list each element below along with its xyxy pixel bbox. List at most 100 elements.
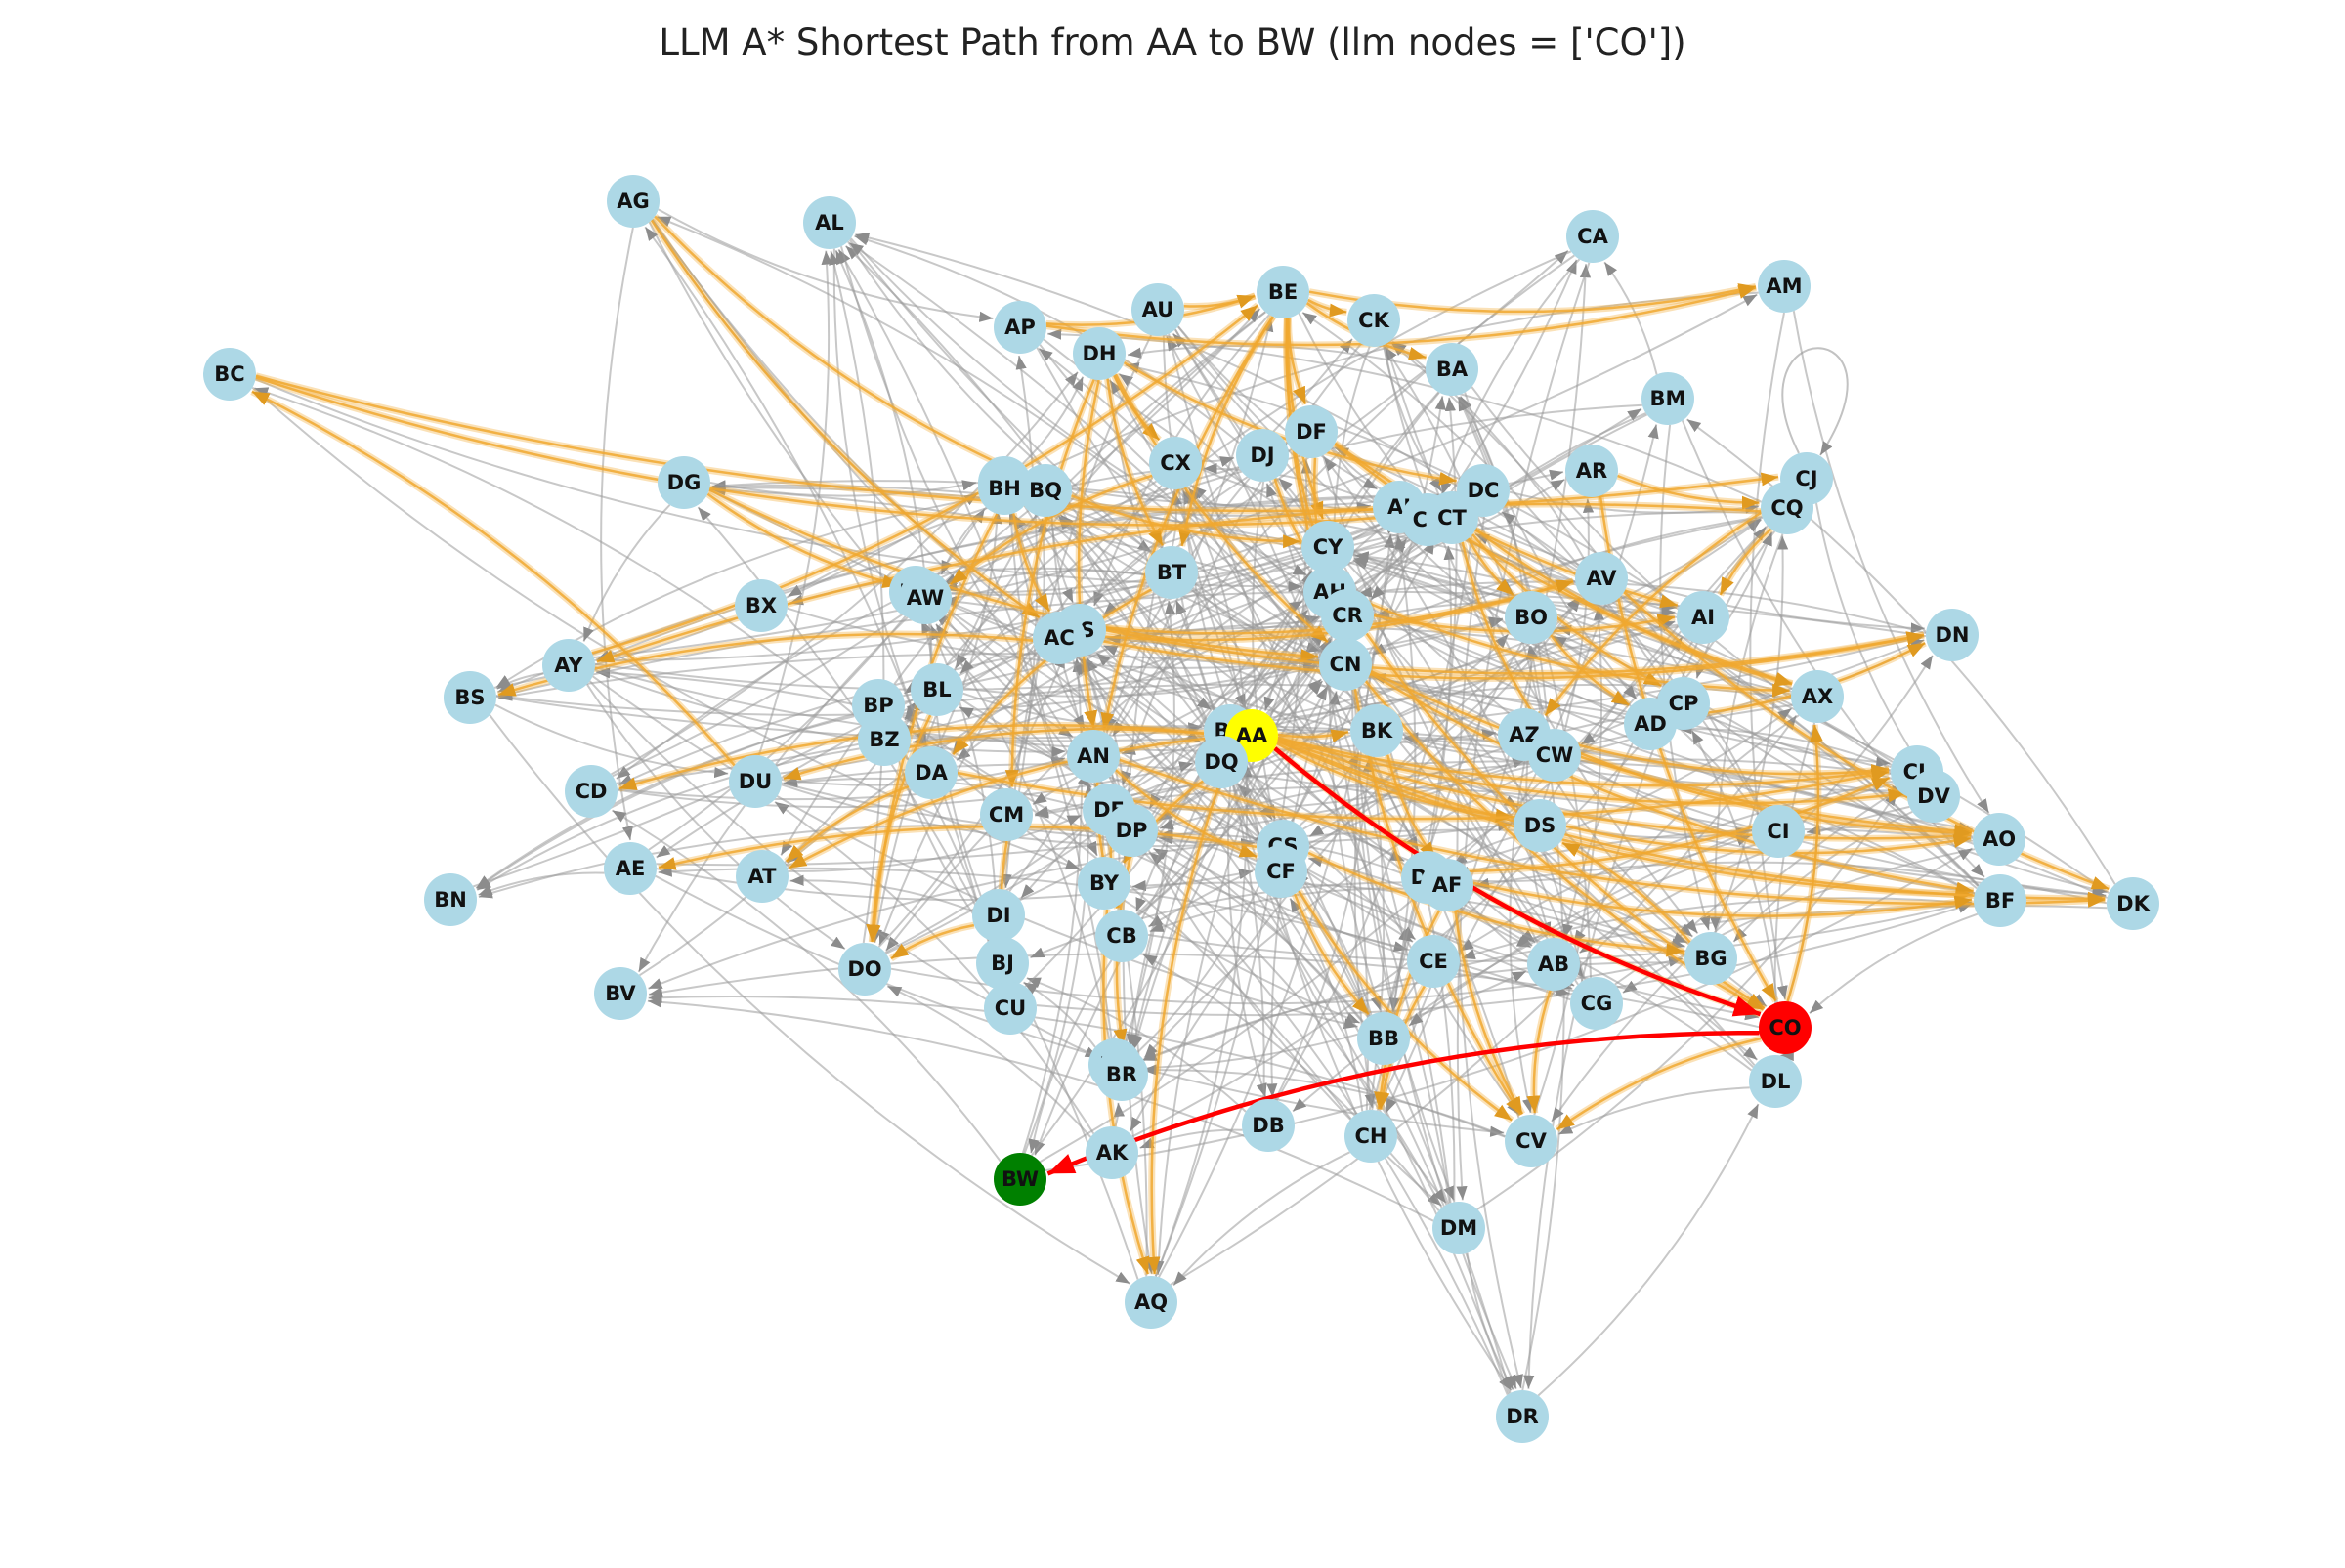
node-label-CU: CU [995,996,1026,1020]
node-AG: AG [607,175,660,228]
node-AK: AK [1086,1126,1138,1179]
node-CB: CB [1095,910,1148,962]
node-label-DB: DB [1252,1114,1284,1137]
llm-node-CO: CO [1759,1001,1812,1054]
node-label-CN: CN [1330,653,1362,676]
node-label-AP: AP [1004,316,1036,339]
node-label-DP: DP [1116,819,1148,842]
node-label-AV: AV [1586,567,1617,590]
node-label-CE: CE [1419,950,1448,973]
node-DF: DF [1285,405,1338,458]
node-label-CV: CV [1515,1129,1547,1153]
node-BO: BO [1505,591,1557,644]
node-label-CQ: CQ [1770,496,1803,520]
node-BC: BC [203,348,256,401]
node-AY: AY [542,639,595,692]
node-CQ: CQ [1761,482,1813,534]
node-AI: AI [1677,591,1729,644]
node-label-DK: DK [2116,892,2150,915]
node-DS: DS [1514,799,1566,852]
chart-title: LLM A* Shortest Path from AA to BW (llm … [0,21,2345,64]
node-label-BP: BP [863,694,893,717]
node-CR: CR [1321,589,1374,642]
node-label-DL: DL [1761,1070,1791,1093]
node-DI: DI [972,889,1025,942]
node-BG: BG [1684,932,1737,985]
node-label-AU: AU [1142,298,1174,321]
node-DJ: DJ [1236,429,1289,482]
node-BQ: BQ [1019,464,1072,517]
node-CD: CD [565,765,618,818]
node-CU: CU [984,982,1037,1035]
node-BA: BA [1426,343,1478,396]
node-DL: DL [1749,1055,1802,1108]
node-label-BW: BW [1002,1167,1039,1191]
node-AX: AX [1791,670,1844,723]
node-label-DF: DF [1296,420,1327,444]
node-label-AR: AR [1576,459,1607,483]
node-AP: AP [994,301,1046,354]
node-label-BC: BC [214,362,244,386]
node-CY: CY [1301,521,1354,573]
edge-CH-AQ [1173,1152,1349,1285]
node-label-BA: BA [1436,358,1469,381]
node-label-BZ: BZ [869,728,899,751]
node-AL: AL [803,196,856,249]
node-label-DQ: DQ [1204,750,1238,774]
node-label-DG: DG [667,471,702,494]
node-label-AG: AG [617,190,650,213]
node-BV: BV [594,967,647,1020]
node-AD: AD [1624,698,1677,750]
node-CK: CK [1347,294,1400,347]
node-label-BH: BH [988,477,1021,500]
node-CT: CT [1426,491,1478,544]
node-label-AB: AB [1538,953,1569,976]
node-label-AI: AI [1691,606,1715,629]
node-AW: AW [899,572,952,624]
node-label-DH: DH [1082,342,1116,365]
node-label-AL: AL [815,211,844,234]
node-BN: BN [424,873,477,926]
node-BY: BY [1078,857,1130,910]
node-DP: DP [1105,804,1158,857]
node-label-BN: BN [434,888,467,911]
node-BB: BB [1357,1012,1410,1065]
node-label-CK: CK [1358,309,1389,332]
edge-AM-AO [1794,311,1989,813]
node-label-AE: AE [616,857,646,880]
node-DO: DO [838,943,891,996]
node-AQ: AQ [1125,1276,1177,1329]
node-label-AX: AX [1802,685,1833,708]
node-AC: AC [1033,612,1086,664]
node-label-CH: CH [1355,1124,1387,1148]
node-BT: BT [1145,546,1198,599]
node-label-BX: BX [746,594,777,617]
node-CW: CW [1528,729,1581,782]
node-label-CO: CO [1769,1016,1801,1039]
node-BK: BK [1350,704,1403,757]
node-label-DS: DS [1524,814,1556,837]
node-label-DI: DI [986,904,1010,927]
node-label-DR: DR [1506,1405,1539,1428]
node-label-DO: DO [847,957,881,981]
node-DG: DG [658,456,710,509]
node-label-CF: CF [1266,860,1296,883]
node-label-CY: CY [1313,535,1343,559]
self-loop-edge-CJ [1782,348,1847,455]
node-BE: BE [1257,266,1309,318]
edge-AG-AE [601,228,633,840]
node-DH: DH [1073,327,1126,380]
node-CG: CG [1570,977,1623,1030]
node-label-CR: CR [1332,604,1363,627]
node-AN: AN [1067,730,1120,783]
node-DU: DU [729,755,782,808]
node-label-BL: BL [922,678,951,701]
node-label-DU: DU [739,770,772,793]
explored-edge-CO-CV [1557,1038,1762,1129]
node-label-BE: BE [1268,280,1298,304]
node-CX: CX [1149,437,1202,489]
node-label-DA: DA [915,761,948,784]
node-CF: CF [1255,845,1307,898]
